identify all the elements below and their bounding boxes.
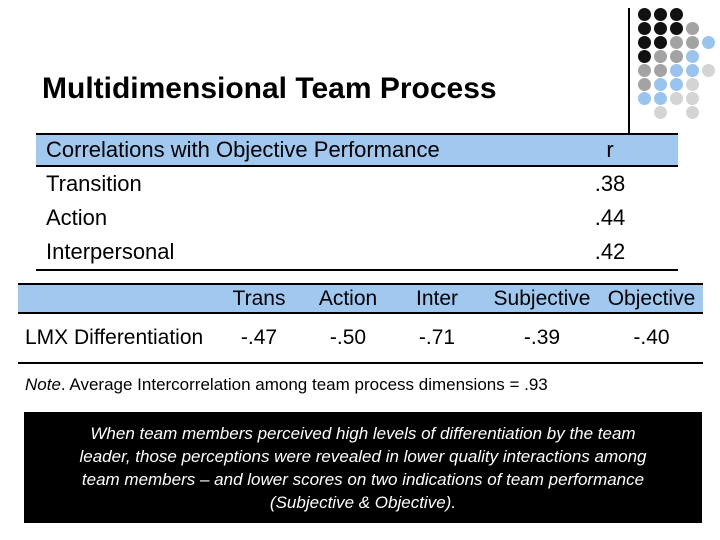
row-label-transition: Transition <box>46 171 142 196</box>
correlations-table-header-label: Correlations with Objective Performance <box>46 137 440 162</box>
note-label: Note <box>25 375 61 394</box>
row-value-transition: .38 <box>594 171 626 196</box>
column-header-action: Action <box>318 286 378 310</box>
column-header-inter: Inter <box>415 286 459 310</box>
column-header-subjective: Subjective <box>493 286 591 310</box>
column-header-objective: Objective <box>607 286 696 310</box>
row-value-interpersonal: .42 <box>594 239 626 264</box>
table-row-transition: Transition .38 <box>36 167 678 201</box>
vertical-divider-line <box>628 8 630 133</box>
correlations-table-header-row: Correlations with Objective Performance … <box>36 133 678 167</box>
table-row-lmx-differentiation: LMX Differentiation -.47 -.50 -.71 -.39 … <box>18 314 703 364</box>
row-label-action: Action <box>46 205 108 230</box>
lmx-value-trans: -.47 <box>240 326 278 349</box>
table-row-interpersonal: Interpersonal .42 <box>36 235 678 269</box>
table-bottom-rule <box>36 269 678 271</box>
callout-line: team members – and lower scores on two i… <box>81 469 645 489</box>
column-header-trans: Trans <box>232 286 286 310</box>
lmx-table: Trans Action Inter Subjective Objective … <box>18 283 703 364</box>
lmx-table-header-row: Trans Action Inter Subjective Objective <box>18 283 703 314</box>
correlations-table: Correlations with Objective Performance … <box>36 133 678 271</box>
lmx-value-inter: -.71 <box>418 326 456 349</box>
lmx-row-label: LMX Differentiation <box>25 326 204 349</box>
correlations-table-header-r: r <box>606 137 614 162</box>
table-row-action: Action .44 <box>36 201 678 235</box>
corner-dot-pattern-icon <box>638 8 718 120</box>
row-label-interpersonal: Interpersonal <box>46 239 175 264</box>
note-text: Note. Average Intercorrelation among tea… <box>25 375 548 395</box>
callout-box: When team members perceived high levels … <box>24 412 702 523</box>
callout-line: (Subjective & Objective). <box>269 492 457 512</box>
page-title: Multidimensional Team Process <box>42 72 497 105</box>
lmx-value-action: -.50 <box>329 326 367 349</box>
lmx-value-subjective: -.39 <box>523 326 561 349</box>
callout-line: When team members perceived high levels … <box>90 423 636 443</box>
note-body: . Average Intercorrelation among team pr… <box>60 375 548 394</box>
lmx-value-objective: -.40 <box>633 326 670 349</box>
row-value-action: .44 <box>594 205 626 230</box>
callout-line: leader, those perceptions were revealed … <box>79 446 647 466</box>
